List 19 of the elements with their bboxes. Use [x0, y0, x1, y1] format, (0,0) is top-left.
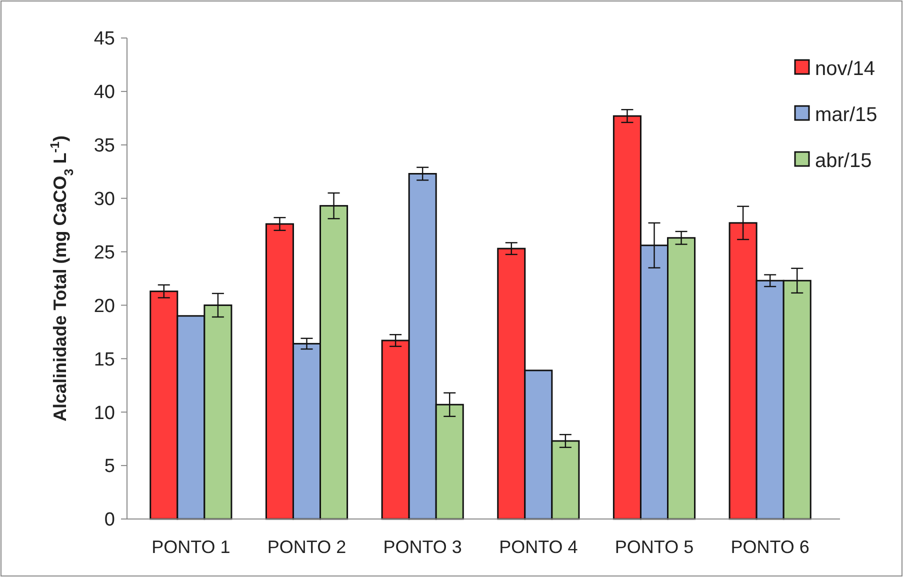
legend-label: mar/15 [815, 104, 878, 126]
y-tick-label: 0 [104, 510, 115, 531]
y-tick-label: 45 [94, 28, 115, 50]
y-tick-label: 5 [104, 456, 115, 478]
y-tick-label: 30 [94, 188, 115, 210]
legend-label: nov/14 [815, 58, 876, 80]
x-tick-label: PONTO 3 [383, 537, 462, 557]
x-tick-label: PONTO 1 [152, 537, 230, 557]
y-tick-label: 35 [94, 136, 115, 157]
legend-label: abr/15 [815, 150, 872, 172]
y-tick-label: 40 [94, 82, 115, 104]
x-tick-label: PONTO 6 [730, 537, 810, 557]
y-tick-label: 25 [94, 242, 115, 264]
x-tick-label: PONTO 2 [267, 537, 346, 557]
y-tick-label: 20 [94, 296, 115, 317]
y-tick-label: 10 [94, 402, 115, 424]
y-tick-label: 15 [94, 349, 115, 370]
x-tick-label: PONTO 4 [499, 537, 578, 557]
x-tick-label: PONTO 5 [614, 537, 694, 557]
